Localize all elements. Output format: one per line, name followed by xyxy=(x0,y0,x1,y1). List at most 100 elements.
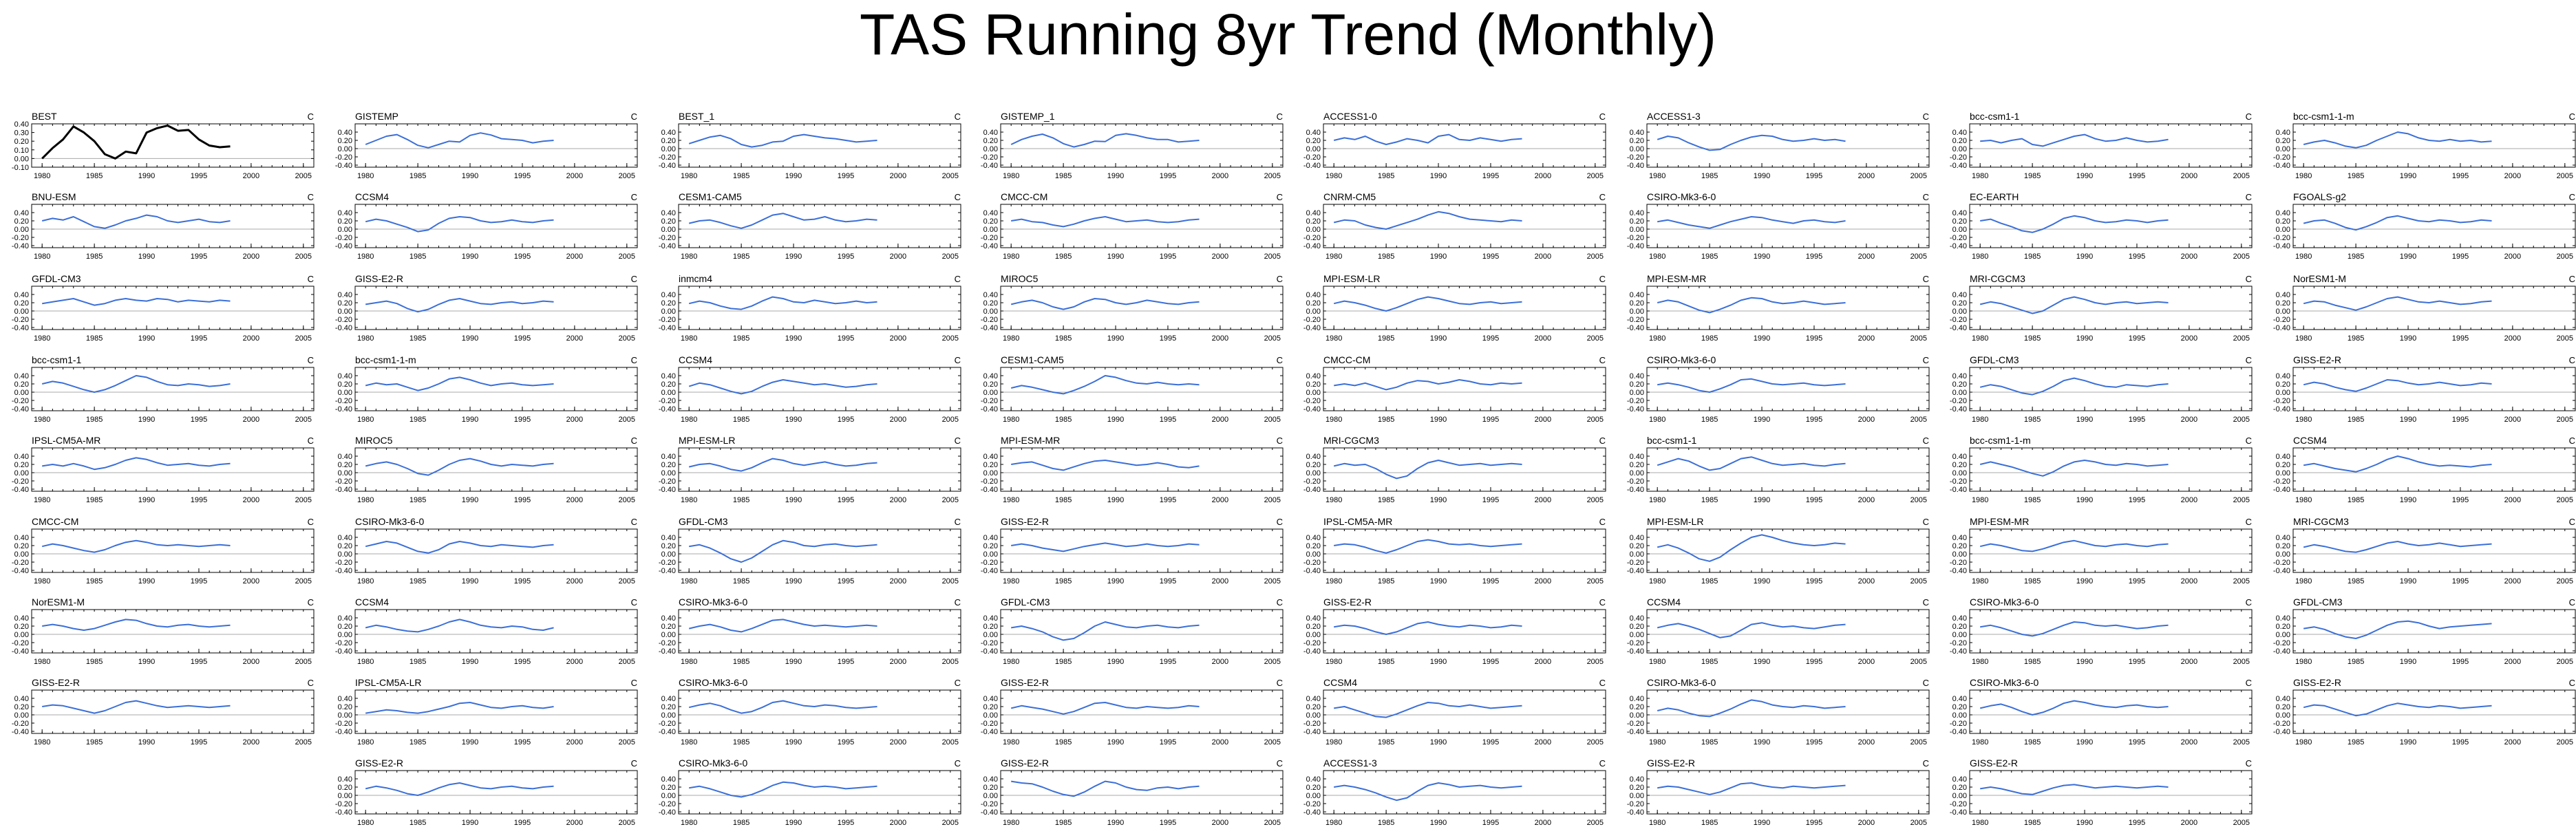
series-line xyxy=(1011,542,1200,552)
y-tick-label: 0.40 xyxy=(338,372,352,380)
panel-units-label: C xyxy=(955,597,961,608)
y-tick-label: 0.20 xyxy=(1306,137,1321,145)
series-line xyxy=(2303,379,2492,392)
panel-title: MIROC5 xyxy=(355,435,393,446)
panel-frame xyxy=(2292,528,2576,573)
y-tick-label: -0.20 xyxy=(659,397,676,405)
series-line xyxy=(1333,460,1522,480)
series-line xyxy=(1011,460,1200,471)
y-tick-label: 0.20 xyxy=(2276,542,2290,550)
panel-title: CMCC-CM xyxy=(1001,191,1047,202)
x-tick-label: 1980 xyxy=(34,416,50,424)
x-tick-label: 1985 xyxy=(733,577,749,585)
panel-units-label: C xyxy=(1277,355,1283,365)
series-line xyxy=(2303,620,2492,639)
panel-title: GISS-E2-R xyxy=(1323,597,1372,608)
y-tick-label: -0.40 xyxy=(659,647,676,656)
y-tick-label: 0.40 xyxy=(1306,614,1321,623)
x-tick-label: 1985 xyxy=(2024,416,2041,424)
y-tick-label: -0.40 xyxy=(2273,242,2290,250)
panel-title: GISS-E2-R xyxy=(355,273,403,284)
y-tick-label: 0.00 xyxy=(14,155,29,163)
x-tick-label: 2000 xyxy=(243,577,259,585)
y-tick-label: -0.40 xyxy=(335,324,352,332)
y-tick-label: 0.00 xyxy=(661,550,676,559)
panel-frame xyxy=(1646,447,1930,492)
y-tick-label: 0.20 xyxy=(1630,542,1644,550)
y-tick-label: -0.20 xyxy=(981,397,998,405)
panel-frame xyxy=(1000,367,1284,411)
x-tick-label: 1990 xyxy=(462,496,478,504)
y-tick-label: 0.40 xyxy=(1306,372,1321,380)
y-tick-label: 0.00 xyxy=(1630,550,1644,559)
x-tick-label: 2000 xyxy=(2181,416,2197,424)
panel-title: GFDL-CM3 xyxy=(32,273,81,284)
y-tick-label: -0.40 xyxy=(12,486,29,494)
series-line xyxy=(688,619,877,633)
y-tick-label: 0.40 xyxy=(338,209,352,217)
x-tick-label: 1995 xyxy=(1806,172,1822,180)
panel-units-label: C xyxy=(2569,597,2575,608)
y-tick-label: -0.40 xyxy=(12,242,29,250)
chart-panel: MRI-CGCM3 C 0.400.200.00-0.20-0.40 1980 1985… xyxy=(2273,516,2576,585)
y-tick-label: 0.00 xyxy=(338,469,352,477)
y-tick-label: 0.40 xyxy=(2276,534,2290,542)
x-tick-label: 1985 xyxy=(2348,172,2364,180)
x-tick-label: 2005 xyxy=(619,253,635,261)
x-tick-label: 2000 xyxy=(566,416,583,424)
x-tick-label: 1995 xyxy=(838,496,854,504)
x-tick-label: 1985 xyxy=(2348,253,2364,261)
panel-units-label: C xyxy=(631,111,637,122)
x-tick-label: 2005 xyxy=(2557,334,2573,343)
y-tick-label: 0.40 xyxy=(983,372,998,380)
x-tick-label: 2005 xyxy=(2233,416,2250,424)
x-tick-label: 2005 xyxy=(942,577,959,585)
x-tick-label: 2000 xyxy=(1858,172,1875,180)
x-tick-label: 1990 xyxy=(2400,416,2416,424)
x-tick-label: 2000 xyxy=(2181,172,2197,180)
y-tick-label: -0.40 xyxy=(981,647,998,656)
y-tick-label: 0.00 xyxy=(2276,631,2290,639)
panel-frame xyxy=(678,609,961,654)
panel-units-label: C xyxy=(1599,192,1606,202)
y-tick-label: 0.40 xyxy=(1630,209,1644,217)
x-tick-label: 2005 xyxy=(619,334,635,343)
y-tick-label: -0.40 xyxy=(1627,486,1644,494)
y-tick-label: -0.40 xyxy=(1627,162,1644,170)
y-tick-label: 0.20 xyxy=(983,461,998,469)
panel-units-label: C xyxy=(2569,274,2575,284)
y-tick-label: -0.20 xyxy=(12,559,29,567)
y-tick-label: 0.20 xyxy=(1306,542,1321,550)
panel-units-label: C xyxy=(631,517,637,527)
x-tick-label: 1980 xyxy=(1003,577,1019,585)
panel-frame xyxy=(354,367,638,411)
x-tick-label: 1995 xyxy=(1160,658,1176,666)
x-tick-label: 1980 xyxy=(357,658,374,666)
y-tick-label: 0.40 xyxy=(338,291,352,299)
x-tick-label: 2005 xyxy=(1910,172,1927,180)
panel-title: GFDL-CM3 xyxy=(1001,597,1050,608)
panel-units-label: C xyxy=(308,274,314,284)
y-tick-label: 0.20 xyxy=(1630,299,1644,308)
x-tick-label: 2000 xyxy=(1212,577,1228,585)
x-tick-label: 1980 xyxy=(1003,253,1019,261)
series-line xyxy=(42,619,231,631)
x-tick-label: 1990 xyxy=(785,172,802,180)
x-tick-label: 1980 xyxy=(1326,577,1342,585)
x-tick-label: 1985 xyxy=(86,334,103,343)
y-tick-label: 0.40 xyxy=(1952,534,1967,542)
panel-title: MRI-CGCM3 xyxy=(1970,273,2025,284)
x-tick-label: 1990 xyxy=(462,334,478,343)
y-tick-label: -0.40 xyxy=(981,242,998,250)
panel-units-label: C xyxy=(2569,111,2575,122)
series-line xyxy=(688,296,877,310)
series-line xyxy=(41,539,231,553)
y-tick-label: -0.20 xyxy=(335,639,352,647)
x-tick-label: 2000 xyxy=(2181,496,2197,504)
y-tick-label: -0.40 xyxy=(1303,486,1321,494)
y-tick-label: 0.00 xyxy=(983,226,998,234)
panel-title: bcc-csm1-1-m xyxy=(355,354,416,365)
x-tick-label: 1995 xyxy=(1806,577,1822,585)
x-tick-label: 1990 xyxy=(1107,172,1124,180)
y-tick-label: 0.20 xyxy=(983,137,998,145)
